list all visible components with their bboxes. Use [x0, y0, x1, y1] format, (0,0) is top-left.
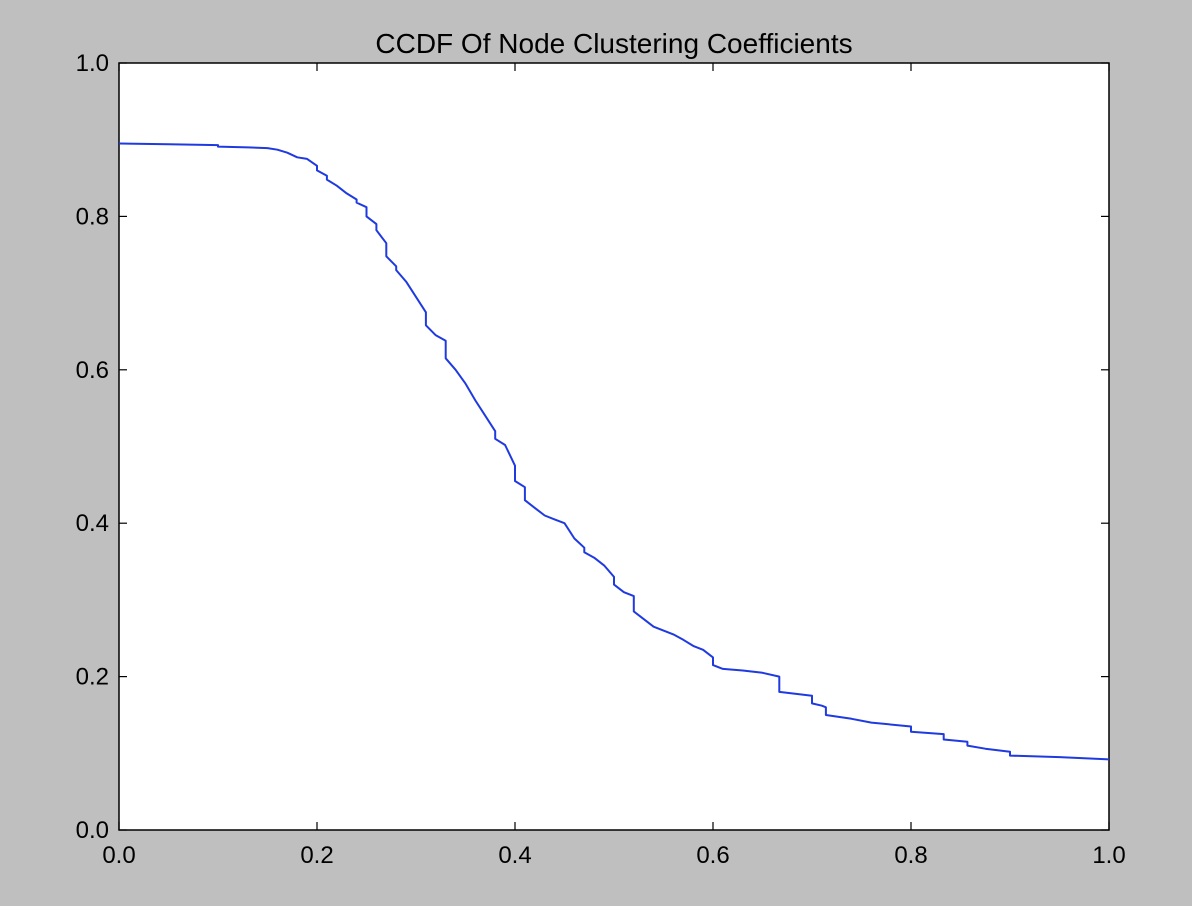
x-tick-label: 1.0 — [1092, 842, 1125, 869]
x-tick-label: 0.8 — [894, 842, 927, 869]
x-tick-label: 0.6 — [696, 842, 729, 869]
y-tick-label: 0.2 — [76, 664, 109, 691]
y-tick-label: 0.0 — [76, 817, 109, 844]
y-tick-label: 1.0 — [76, 50, 109, 77]
x-axis: 0.0 0.2 0.4 0.6 0.8 1.0 — [102, 63, 1126, 869]
y-tick-label: 0.6 — [76, 357, 109, 384]
ccdf-series-line — [118, 142, 1110, 761]
x-tick-label: 0.4 — [498, 842, 531, 869]
chart-title: CCDF Of Node Clustering Coefficients — [375, 28, 852, 59]
y-tick-label: 0.8 — [76, 203, 109, 230]
y-tick-label: 0.4 — [76, 510, 109, 537]
plot-area — [118, 62, 1110, 831]
x-tick-label: 0.0 — [102, 842, 135, 869]
y-axis: 0.0 0.2 0.4 0.6 0.8 1.0 — [76, 50, 1109, 844]
x-tick-label: 0.2 — [300, 842, 333, 869]
